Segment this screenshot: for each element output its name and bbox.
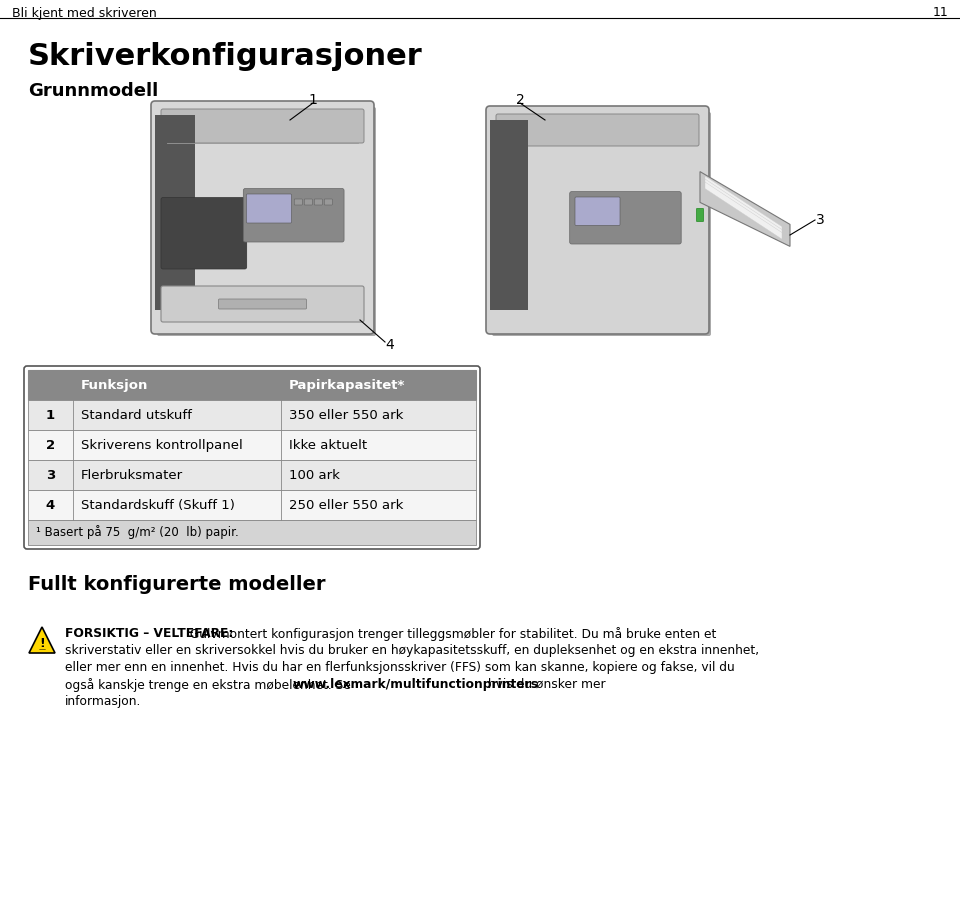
Text: Flerbruksmater: Flerbruksmater	[81, 469, 183, 481]
FancyBboxPatch shape	[569, 192, 682, 244]
FancyBboxPatch shape	[161, 109, 364, 143]
FancyBboxPatch shape	[492, 112, 711, 336]
Text: Ikke aktuelt: Ikke aktuelt	[289, 439, 367, 452]
FancyBboxPatch shape	[304, 199, 312, 205]
Text: eller mer enn en innenhet. Hvis du har en flerfunksjonsskriver (FFS) som kan ska: eller mer enn en innenhet. Hvis du har e…	[65, 661, 734, 674]
Text: 1: 1	[46, 408, 55, 422]
Text: hvis du ønsker mer: hvis du ønsker mer	[484, 678, 605, 691]
Polygon shape	[705, 176, 782, 233]
Text: —: —	[38, 646, 45, 653]
Text: ¹ Basert på 75  g/m² (20  lb) papir.: ¹ Basert på 75 g/m² (20 lb) papir.	[36, 526, 239, 539]
FancyBboxPatch shape	[161, 197, 247, 269]
Polygon shape	[705, 179, 782, 236]
Text: 2: 2	[516, 93, 524, 107]
FancyBboxPatch shape	[575, 197, 620, 225]
Text: 3: 3	[46, 469, 55, 481]
Polygon shape	[155, 115, 195, 310]
FancyBboxPatch shape	[28, 490, 476, 520]
Text: Grunnmodell: Grunnmodell	[28, 82, 158, 100]
FancyBboxPatch shape	[697, 208, 704, 222]
Text: FORSIKTIG – VELTEFARE:: FORSIKTIG – VELTEFARE:	[65, 627, 233, 640]
Text: 100 ark: 100 ark	[289, 469, 340, 481]
Text: Standardskuff (Skuff 1): Standardskuff (Skuff 1)	[81, 499, 235, 511]
Text: Bli kjent med skriveren: Bli kjent med skriveren	[12, 6, 156, 20]
FancyBboxPatch shape	[295, 199, 302, 205]
Text: skriverstativ eller en skriversokkel hvis du bruker en høykapasitetsskuff, en du: skriverstativ eller en skriversokkel hvi…	[65, 644, 759, 657]
FancyBboxPatch shape	[28, 370, 476, 400]
Text: 11: 11	[932, 6, 948, 20]
Text: !: !	[39, 636, 45, 650]
Text: 4: 4	[46, 499, 55, 511]
Text: 3: 3	[816, 213, 825, 227]
FancyBboxPatch shape	[28, 430, 476, 460]
Text: Fullt konfigurerte modeller: Fullt konfigurerte modeller	[28, 575, 325, 594]
Text: 4: 4	[386, 338, 395, 352]
FancyBboxPatch shape	[28, 520, 476, 545]
FancyBboxPatch shape	[28, 400, 476, 430]
FancyBboxPatch shape	[161, 286, 364, 322]
FancyBboxPatch shape	[219, 299, 306, 309]
Text: Gulvmontert konfigurasjon trenger tilleggsmøbler for stabilitet. Du må bruke ent: Gulvmontert konfigurasjon trenger tilleg…	[186, 627, 716, 641]
FancyBboxPatch shape	[496, 114, 699, 146]
Text: informasjon.: informasjon.	[65, 695, 141, 708]
Text: Papirkapasitet*: Papirkapasitet*	[289, 378, 405, 392]
Polygon shape	[29, 627, 55, 653]
Text: også kanskje trenge en ekstra møbelenhet. Se: også kanskje trenge en ekstra møbelenhet…	[65, 678, 354, 692]
FancyBboxPatch shape	[314, 199, 323, 205]
FancyBboxPatch shape	[157, 107, 376, 336]
FancyBboxPatch shape	[486, 106, 709, 334]
FancyBboxPatch shape	[324, 199, 332, 205]
FancyBboxPatch shape	[28, 460, 476, 490]
Polygon shape	[700, 172, 790, 246]
Text: 1: 1	[308, 93, 318, 107]
Text: 350 eller 550 ark: 350 eller 550 ark	[289, 408, 403, 422]
FancyBboxPatch shape	[151, 101, 374, 334]
Text: 250 eller 550 ark: 250 eller 550 ark	[289, 499, 403, 511]
Text: 2: 2	[46, 439, 55, 452]
Text: Funksjon: Funksjon	[81, 378, 149, 392]
Text: www.lexmark/multifunctionprinters: www.lexmark/multifunctionprinters	[292, 678, 539, 691]
Text: Skriverkonfigurasjoner: Skriverkonfigurasjoner	[28, 42, 422, 71]
Polygon shape	[705, 182, 782, 239]
FancyBboxPatch shape	[243, 188, 344, 242]
FancyBboxPatch shape	[247, 194, 292, 223]
Text: Skriverens kontrollpanel: Skriverens kontrollpanel	[81, 439, 243, 452]
Polygon shape	[490, 120, 528, 310]
Text: Standard utskuff: Standard utskuff	[81, 408, 192, 422]
